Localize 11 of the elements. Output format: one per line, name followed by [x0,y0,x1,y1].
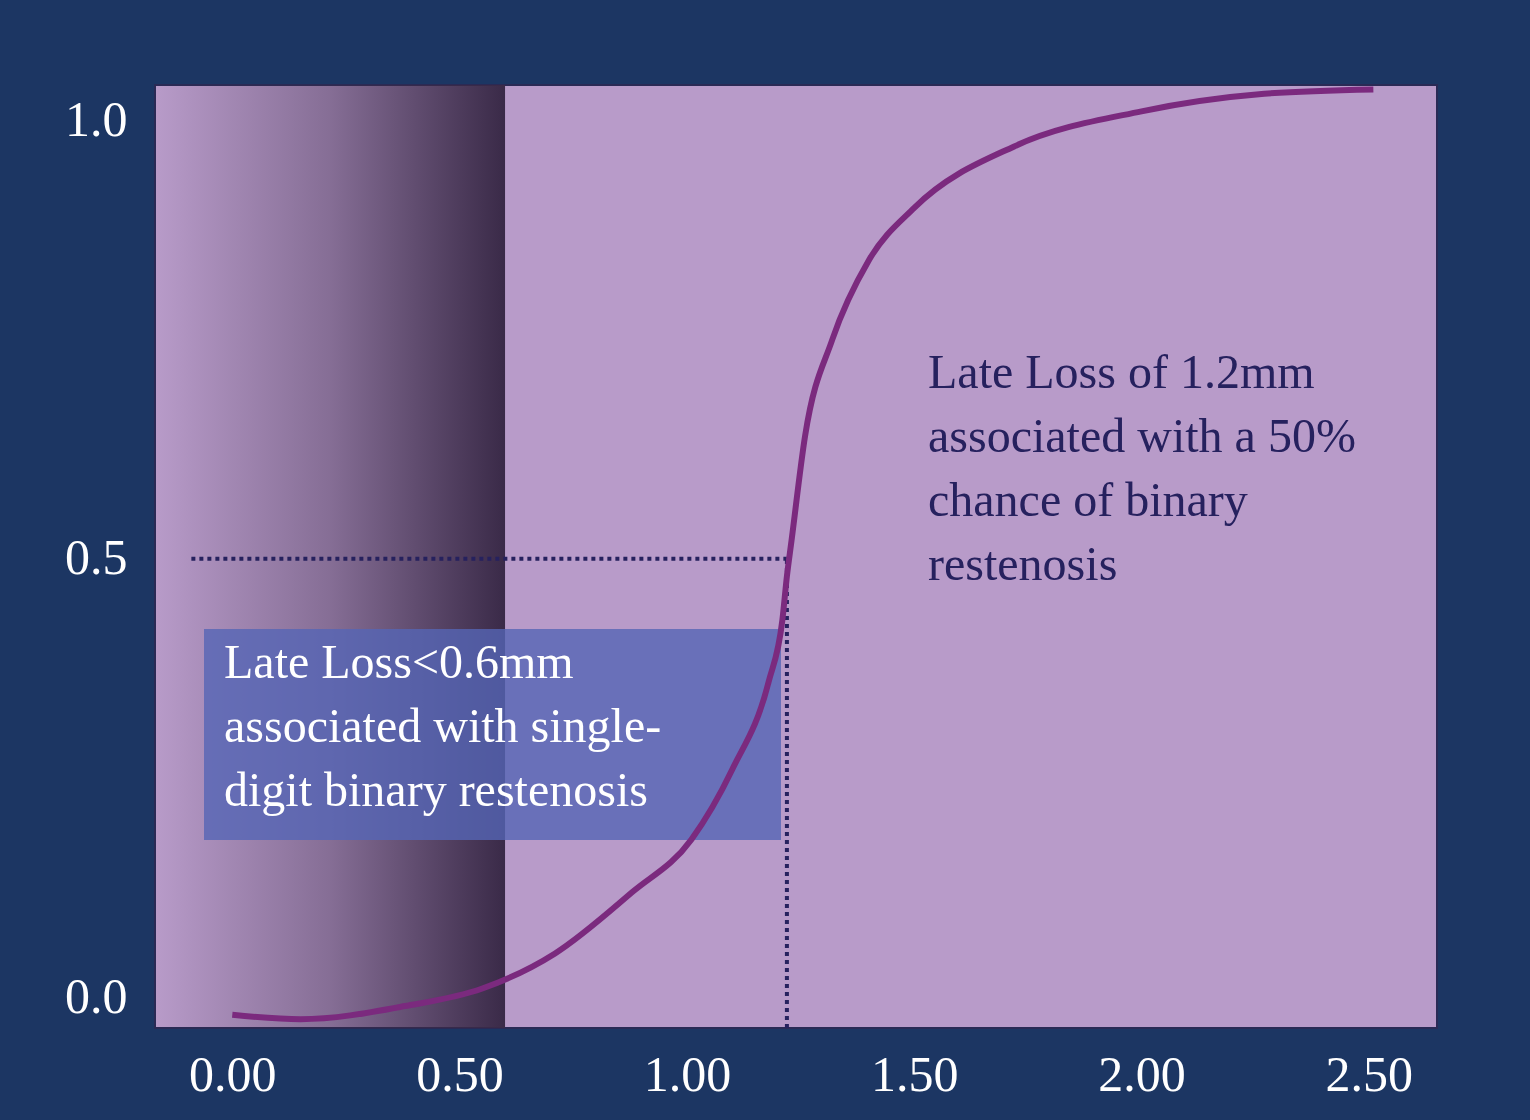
x-tick-label: 1.00 [643,1045,732,1102]
annotation: Late Loss<0.6mm associated with single- digit binary restenosis [224,635,662,816]
y-tick-label: 1.0 [65,90,128,147]
x-tick-label: 2.50 [1325,1045,1414,1102]
x-tick-label: 0.50 [416,1045,504,1102]
x-tick-label: 2.00 [1098,1045,1186,1102]
y-tick-label: 0.0 [65,967,128,1024]
x-tick-label: 0.00 [189,1045,277,1102]
y-tick-label: 0.5 [65,529,128,586]
annotation: Late Loss of 1.2mm associated with a 50% chance of binary restenosis [928,345,1356,590]
x-tick-label: 1.50 [870,1045,959,1102]
